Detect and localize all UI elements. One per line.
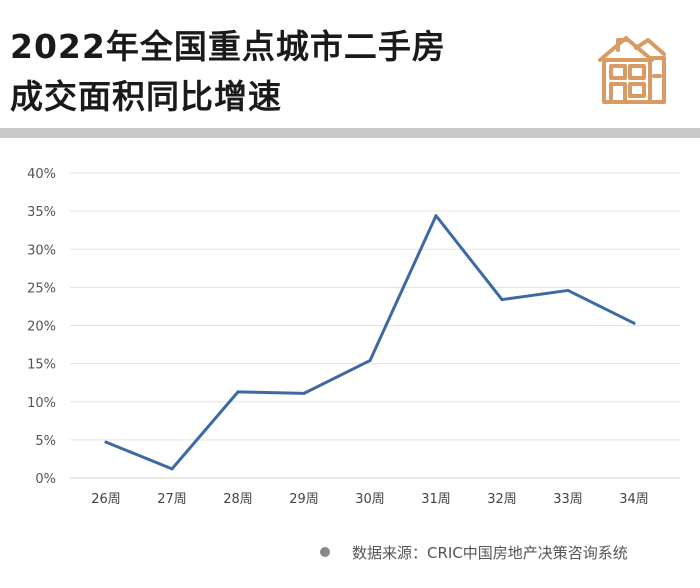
series-layer — [104, 214, 636, 471]
y-tick-label: 5% — [35, 434, 56, 449]
y-tick-label: 20% — [27, 320, 56, 335]
chart-title: 2022年全国重点城市二手房 成交面积同比增速 — [10, 22, 446, 122]
x-tick-label: 29周 — [289, 492, 319, 507]
x-tick-label: 26周 — [91, 492, 121, 507]
source-note: 数据来源：CRIC中国房地产决策咨询系统 — [320, 542, 628, 563]
x-axis-ticks: 26周 27周 28周 29周 30周 31周 32周 33周 34周 — [91, 492, 649, 507]
data-point — [500, 298, 504, 302]
y-tick-label: 0% — [35, 472, 56, 487]
title-line-2: 成交面积同比增速 — [10, 77, 282, 116]
data-point — [632, 321, 636, 325]
x-tick-label: 32周 — [487, 492, 517, 507]
house-icon — [598, 36, 666, 104]
y-axis-ticks: 0% 5% 10% 15% 20% 25% 30% 35% 40% — [27, 167, 56, 487]
x-tick-label: 28周 — [223, 492, 253, 507]
y-tick-label: 40% — [27, 167, 56, 182]
title-line-1: 2022年全国重点城市二手房 — [10, 27, 446, 66]
source-dot-icon — [320, 547, 330, 557]
data-point — [170, 467, 174, 471]
x-tick-label: 33周 — [553, 492, 583, 507]
y-tick-label: 15% — [27, 358, 56, 373]
data-point — [104, 440, 108, 444]
y-tick-label: 10% — [27, 396, 56, 411]
data-point — [368, 359, 372, 363]
source-text: 数据来源：CRIC中国房地产决策咨询系统 — [352, 544, 628, 562]
line-chart: 0% 5% 10% 15% 20% 25% 30% 35% 40% 26周 27周 28周 29周 30… — [27, 167, 680, 507]
y-tick-label: 25% — [27, 281, 56, 296]
x-tick-label: 31周 — [421, 492, 451, 507]
x-tick-label: 34周 — [619, 492, 649, 507]
data-point — [236, 390, 240, 394]
series-line — [104, 214, 636, 471]
y-tick-label: 30% — [27, 243, 56, 258]
data-point — [566, 288, 570, 292]
x-tick-label: 30周 — [355, 492, 385, 507]
x-tick-label: 27周 — [157, 492, 187, 507]
y-tick-label: 35% — [27, 205, 56, 220]
data-point — [302, 391, 306, 395]
grid-lines — [70, 172, 680, 479]
data-point — [434, 214, 438, 218]
header-divider — [0, 128, 700, 138]
